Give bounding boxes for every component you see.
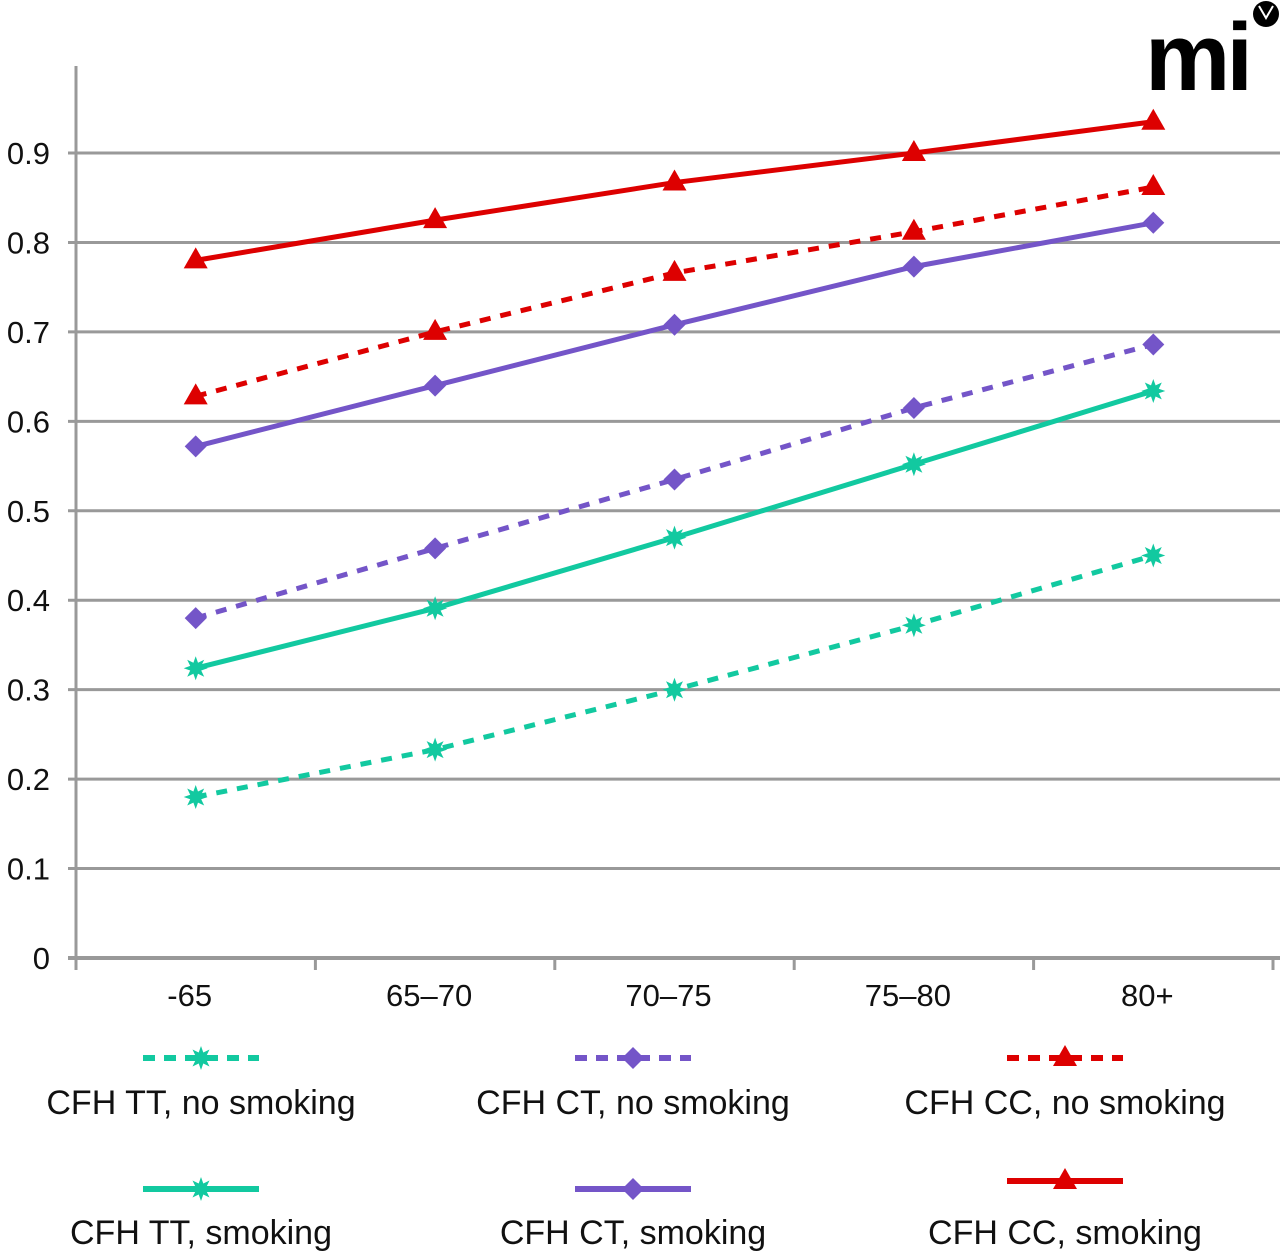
- y-tick-label: 0: [33, 941, 50, 976]
- star-marker: [901, 452, 926, 477]
- logo-check-icon: [1258, 5, 1274, 20]
- legend-item: CFH CC, smoking: [928, 1168, 1202, 1252]
- series-cfh-ct-no-smoking: [184, 333, 1165, 630]
- star-marker: [189, 1177, 213, 1201]
- diamond-marker: [902, 255, 925, 278]
- legend-item: CFH TT, no smoking: [46, 1046, 356, 1122]
- diamond-marker: [622, 1178, 644, 1200]
- legend-item: CFH CT, no smoking: [476, 1047, 790, 1122]
- star-marker: [1141, 379, 1166, 403]
- legend-item: CFH CC, no smoking: [904, 1045, 1226, 1122]
- triangle-marker: [662, 259, 687, 281]
- y-tick-label: 0.7: [7, 315, 50, 350]
- legend-label: CFH CT, smoking: [500, 1214, 766, 1252]
- diamond-marker: [663, 468, 686, 491]
- logo-text: mi: [1145, 4, 1249, 111]
- triangle-marker: [183, 383, 208, 405]
- star-marker: [901, 613, 926, 638]
- star-marker: [423, 596, 448, 621]
- triangle-marker: [183, 247, 208, 269]
- series-line: [195, 553, 1154, 800]
- star-marker: [423, 737, 448, 762]
- y-tick-label: 0.9: [7, 136, 50, 171]
- series-cfh-cc-no-smoking: [183, 174, 1166, 405]
- legend-label: CFH CT, no smoking: [476, 1084, 790, 1122]
- diamond-marker: [1142, 333, 1165, 356]
- triangle-marker: [1053, 1168, 1077, 1189]
- triangle-marker: [423, 318, 448, 340]
- diamond-marker: [424, 537, 447, 560]
- x-tick-label: 75–80: [865, 978, 951, 1013]
- series-cfh-tt-smoking: [183, 379, 1166, 681]
- series-group: [183, 108, 1166, 809]
- series-line: [195, 184, 1154, 399]
- legend-label: CFH CC, smoking: [928, 1214, 1202, 1252]
- axes: [68, 66, 1280, 970]
- x-tick-label: 70–75: [625, 978, 711, 1013]
- series-cfh-cc-smoking: [183, 108, 1166, 269]
- y-tick-label: 0.4: [7, 583, 50, 618]
- diamond-marker: [1142, 211, 1165, 234]
- series-cfh-tt-no-smoking: [183, 543, 1166, 809]
- triangle-marker: [662, 169, 687, 191]
- y-tick-label: 0.2: [7, 762, 50, 797]
- star-marker: [183, 785, 208, 809]
- gridlines: [68, 151, 1280, 871]
- diamond-marker: [902, 396, 925, 419]
- triangle-marker: [1141, 108, 1166, 130]
- series-line: [195, 119, 1154, 263]
- triangle-marker: [901, 218, 926, 240]
- series-cfh-ct-smoking: [184, 211, 1165, 458]
- y-tick-label: 0.3: [7, 673, 50, 708]
- triangle-marker: [901, 140, 926, 162]
- y-tick-label: 0.8: [7, 225, 50, 260]
- star-marker: [1141, 543, 1166, 568]
- triangle-marker: [1053, 1045, 1077, 1066]
- diamond-marker: [184, 607, 207, 630]
- legend-item: CFH CT, smoking: [500, 1178, 766, 1252]
- star-marker: [183, 656, 208, 681]
- y-tick-label: 0.6: [7, 404, 50, 439]
- y-tick-label: 0.1: [7, 852, 50, 887]
- star-marker: [189, 1046, 213, 1070]
- y-tick-labels: 0 0.1 0.2 0.3 0.4 0.5 0.6 0.7 0.8 0.9: [7, 136, 50, 976]
- x-tick-labels: -65 65–70 70–75 75–80 80+: [167, 978, 1173, 1013]
- logo-dot-icon: [1253, 1, 1279, 27]
- diamond-marker: [424, 374, 447, 397]
- y-tick-label: 0.5: [7, 494, 50, 529]
- legend: CFH TT, no smoking CFH CT, no smoking CFH …: [46, 1045, 1226, 1252]
- legend-label: CFH CC, no smoking: [904, 1084, 1225, 1122]
- diamond-marker: [184, 435, 207, 458]
- triangle-marker: [1141, 174, 1166, 196]
- triangle-marker: [423, 207, 448, 229]
- legend-item: CFH TT, smoking: [70, 1177, 332, 1252]
- diamond-marker: [663, 313, 686, 336]
- legend-label: CFH TT, smoking: [70, 1214, 332, 1252]
- star-marker: [662, 677, 687, 702]
- x-tick-label: 65–70: [386, 978, 472, 1013]
- star-marker: [662, 525, 687, 550]
- diamond-marker: [622, 1047, 644, 1069]
- x-tick-label: 80+: [1121, 978, 1174, 1013]
- journal-logo: mi: [1145, 1, 1279, 111]
- x-tick-label: -65: [167, 978, 212, 1013]
- legend-label: CFH TT, no smoking: [46, 1084, 355, 1122]
